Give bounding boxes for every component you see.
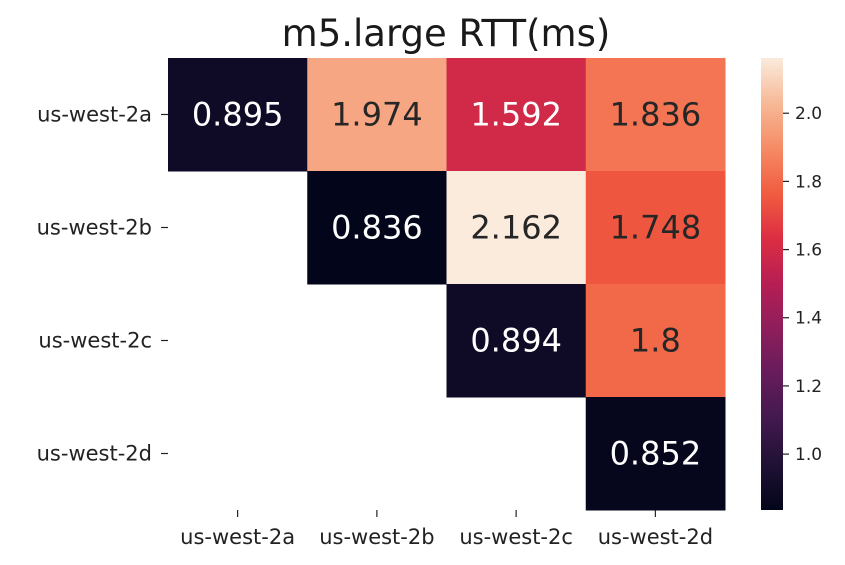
x-tick-label: us-west-2c xyxy=(459,525,573,549)
y-tick-label: us-west-2d xyxy=(37,442,152,466)
colorbar-gradient xyxy=(761,58,783,510)
x-tick-label: us-west-2a xyxy=(180,525,295,549)
heatmap-cells xyxy=(168,58,726,511)
colorbar-tick-label: 1.6 xyxy=(795,241,822,261)
cell-value-label: 0.894 xyxy=(470,322,562,360)
y-tick-label: us-west-2b xyxy=(37,216,152,240)
y-tick-label: us-west-2a xyxy=(37,103,152,127)
y-tick-label: us-west-2c xyxy=(38,329,152,353)
heatmap-cell-us-west-2a-us-west-2b xyxy=(307,58,447,172)
colorbar-tick-label: 2.0 xyxy=(795,104,822,124)
x-axis: us-west-2a us-west-2b us-west-2c us-west-2d xyxy=(180,510,713,549)
heatmap-cell-us-west-2a-us-west-2a xyxy=(168,58,308,172)
cell-value-label: 1.592 xyxy=(470,96,562,134)
heatmap-cell-us-west-2b-us-west-2c xyxy=(446,171,587,285)
colorbar-tick-label: 1.8 xyxy=(795,172,822,192)
cell-value-label: 0.895 xyxy=(192,96,284,134)
cell-value-label: 0.852 xyxy=(610,435,702,473)
cell-value-label: 1.836 xyxy=(610,96,702,134)
heatmap-cell-us-west-2b-us-west-2b xyxy=(307,171,447,285)
heatmap-cell-us-west-2b-us-west-2d xyxy=(585,171,726,285)
colorbar-tick-label: 1.0 xyxy=(795,445,822,465)
chart-title: m5.large RTT(ms) xyxy=(282,12,611,55)
cell-value-label: 1.748 xyxy=(610,209,702,247)
colorbar: 1.0 1.2 1.4 1.6 1.8 2.0 xyxy=(761,58,822,510)
x-tick-label: us-west-2b xyxy=(319,525,434,549)
heatmap-cell-labels: 0.895 1.974 1.592 1.836 0.836 2.162 1.748 0.894… xyxy=(192,96,701,473)
heatmap-cell-us-west-2c-us-west-2c xyxy=(446,284,587,398)
heatmap-cell-us-west-2a-us-west-2d xyxy=(585,58,726,172)
cell-value-label: 2.162 xyxy=(470,209,562,247)
cell-value-label: 1.8 xyxy=(630,322,681,360)
x-tick-label: us-west-2d xyxy=(598,525,713,549)
cell-value-label: 0.836 xyxy=(331,209,423,247)
colorbar-tick-label: 1.4 xyxy=(795,309,822,329)
heatmap-cell-us-west-2c-us-west-2d xyxy=(585,284,726,398)
heatmap-cell-us-west-2a-us-west-2c xyxy=(446,58,587,172)
cell-value-label: 1.974 xyxy=(331,96,423,134)
y-axis: us-west-2a us-west-2b us-west-2c us-west-2d xyxy=(37,103,168,466)
heatmap-cell-us-west-2d-us-west-2d xyxy=(585,397,726,511)
colorbar-tick-label: 1.2 xyxy=(795,377,822,397)
